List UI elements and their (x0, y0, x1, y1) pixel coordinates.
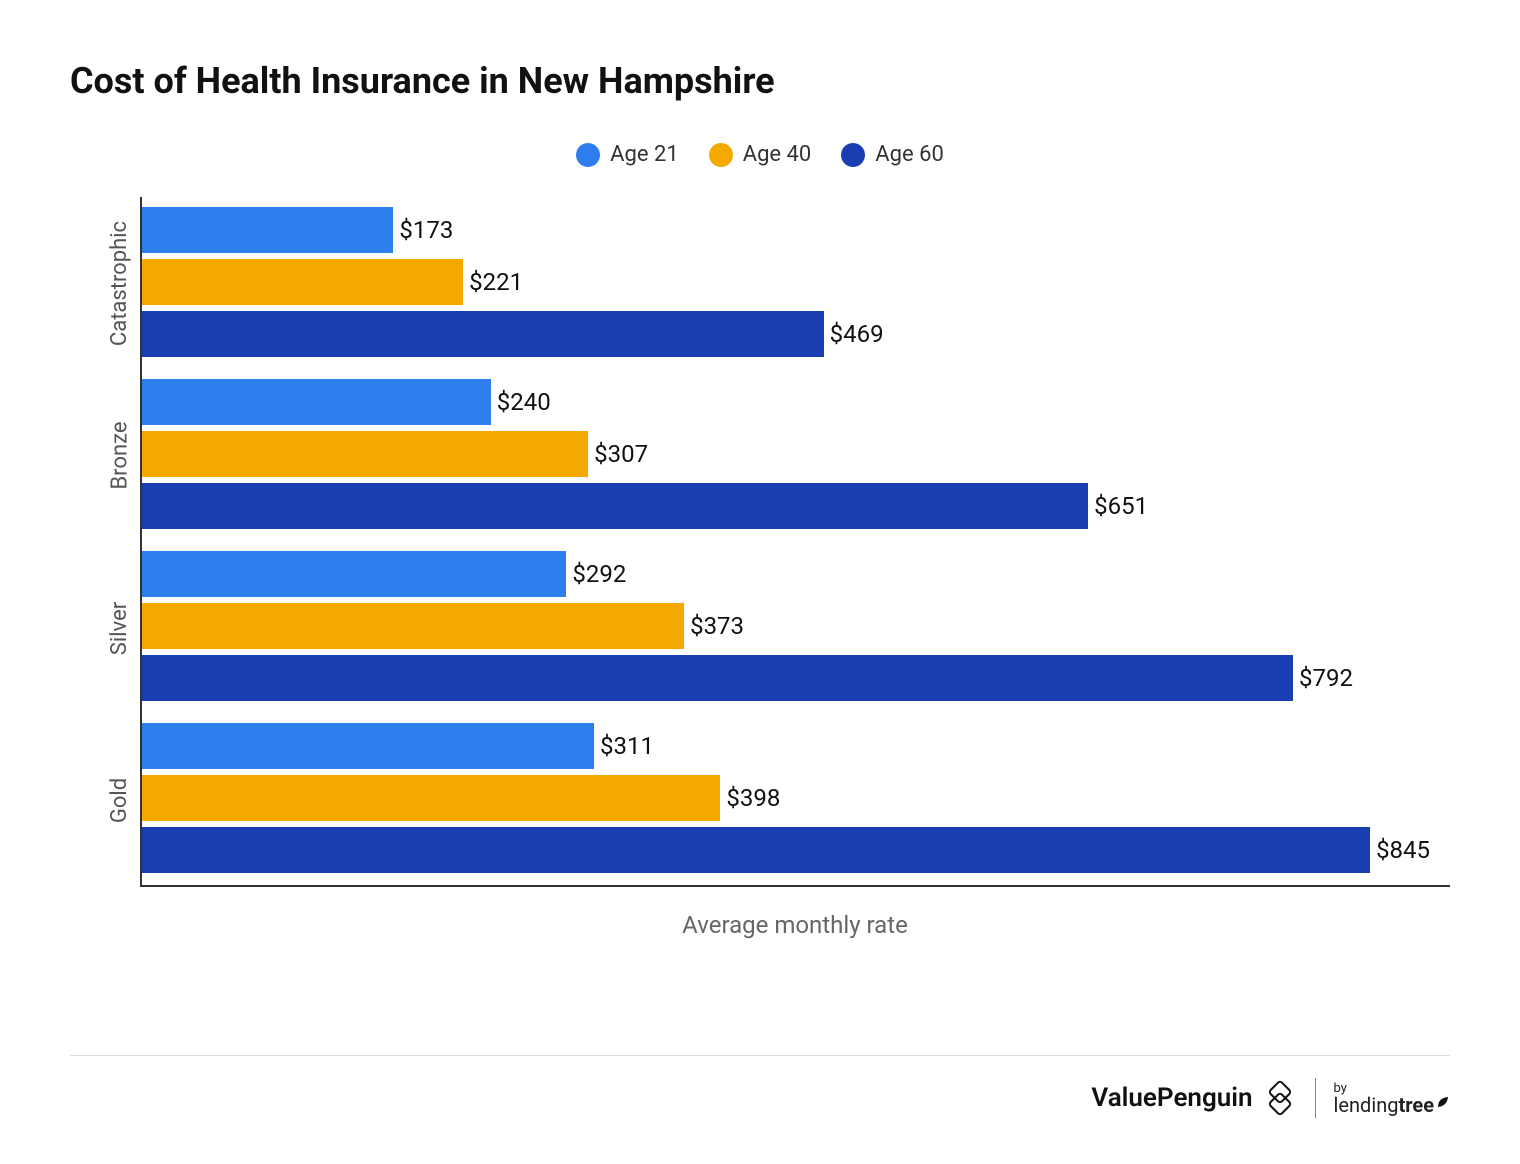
footer-separator (1315, 1078, 1316, 1118)
bar-row: $792 (142, 655, 1450, 701)
bar-value-label: $240 (497, 388, 551, 416)
bar-value-label: $373 (690, 612, 744, 640)
bar-group: $173 $221 $469 (142, 207, 1450, 357)
bar-value-label: $173 (399, 216, 453, 244)
legend: Age 21 Age 40 Age 60 (70, 142, 1450, 167)
bar-group: $292 $373 $792 (142, 551, 1450, 701)
bar-row: $307 (142, 431, 1450, 477)
bar-row: $373 (142, 603, 1450, 649)
lendingtree-text: lendingtree (1334, 1095, 1450, 1115)
bar-value-label: $792 (1299, 664, 1353, 692)
legend-item: Age 21 (576, 142, 679, 167)
y-category-label: Gold (108, 778, 133, 823)
legend-dot (841, 143, 865, 167)
bar-row: $311 (142, 723, 1450, 769)
bar (142, 723, 594, 769)
bar (142, 431, 588, 477)
bar (142, 259, 463, 305)
plot-area: $173 $221 $469 $240 $307 $651 $292 $373 $792 $311… (140, 197, 1450, 887)
legend-item: Age 40 (709, 142, 812, 167)
bar (142, 775, 720, 821)
bar (142, 379, 491, 425)
footer-divider (70, 1055, 1450, 1056)
bar-value-label: $398 (726, 784, 780, 812)
bar-value-label: $311 (600, 732, 654, 760)
y-category-label: Catastrophic (108, 221, 133, 346)
footer: ValuePenguin by lendingtree (70, 1055, 1450, 1118)
bar (142, 551, 566, 597)
y-label-group: Catastrophic (100, 197, 140, 370)
y-label-group: Gold (100, 715, 140, 888)
bar-value-label: $469 (830, 320, 884, 348)
bar-value-label: $307 (594, 440, 648, 468)
legend-label: Age 21 (610, 142, 679, 167)
bar (142, 655, 1293, 701)
bar-group: $311 $398 $845 (142, 723, 1450, 873)
chart-title: Cost of Health Insurance in New Hampshir… (70, 60, 1450, 102)
y-category-label: Bronze (108, 422, 133, 490)
y-axis-labels: Catastrophic Bronze Silver Gold (100, 197, 140, 887)
bar-row: $240 (142, 379, 1450, 425)
bar-row: $845 (142, 827, 1450, 873)
y-label-group: Bronze (100, 370, 140, 543)
chart-area: Catastrophic Bronze Silver Gold $173 $221 $46… (100, 197, 1450, 887)
bar (142, 603, 684, 649)
legend-label: Age 40 (743, 142, 812, 167)
bar-row: $173 (142, 207, 1450, 253)
bar-value-label: $845 (1376, 836, 1430, 864)
bar-row: $651 (142, 483, 1450, 529)
bar (142, 311, 824, 357)
bar (142, 207, 393, 253)
bar-row: $292 (142, 551, 1450, 597)
bar-value-label: $292 (572, 560, 626, 588)
bar-row: $398 (142, 775, 1450, 821)
valuepenguin-logo: ValuePenguin (1091, 1081, 1296, 1115)
x-axis-label: Average monthly rate (140, 911, 1450, 939)
bar-row: $469 (142, 311, 1450, 357)
bar-row: $221 (142, 259, 1450, 305)
bar-value-label: $651 (1094, 492, 1148, 520)
bar (142, 827, 1370, 873)
footer-logos: ValuePenguin by lendingtree (70, 1078, 1450, 1118)
y-category-label: Silver (108, 602, 133, 655)
legend-item: Age 60 (841, 142, 944, 167)
legend-dot (709, 143, 733, 167)
legend-dot (576, 143, 600, 167)
legend-label: Age 60 (875, 142, 944, 167)
leaf-icon (1436, 1095, 1450, 1109)
bar-value-label: $221 (469, 268, 523, 296)
penguin-icon (1263, 1081, 1297, 1115)
valuepenguin-text: ValuePenguin (1091, 1083, 1252, 1113)
lendingtree-logo: by lendingtree (1334, 1082, 1450, 1115)
bar (142, 483, 1088, 529)
y-label-group: Silver (100, 542, 140, 715)
bar-group: $240 $307 $651 (142, 379, 1450, 529)
